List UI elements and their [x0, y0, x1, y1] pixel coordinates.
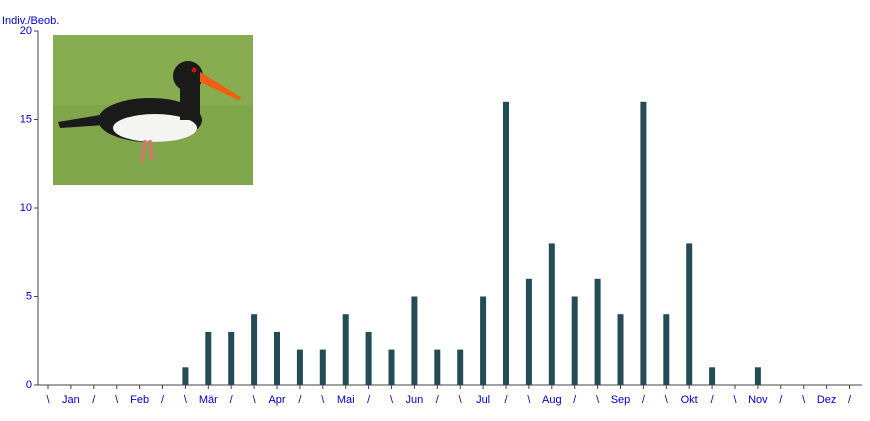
- x-tick-label: \: [184, 394, 188, 406]
- x-tick-label: /: [779, 394, 783, 406]
- bar: [342, 314, 349, 385]
- x-tick-label: /: [642, 394, 646, 406]
- bar: [228, 331, 235, 385]
- x-tick-label: \: [321, 394, 325, 406]
- x-tick-label: /: [298, 394, 302, 406]
- y-tick-label: 5: [26, 290, 32, 302]
- x-tick-label: /: [436, 394, 440, 406]
- x-tick-label: \: [596, 394, 600, 406]
- y-tick-label: 0: [26, 379, 32, 391]
- x-tick-label: \: [802, 394, 806, 406]
- x-tick-label: Aug: [542, 394, 562, 406]
- bar: [457, 349, 464, 385]
- x-tick-label: /: [161, 394, 165, 406]
- x-tick-label: Dez: [817, 394, 837, 406]
- bar: [594, 278, 601, 385]
- bar: [365, 331, 372, 385]
- x-tick-label: Feb: [130, 394, 149, 406]
- bar: [548, 243, 555, 385]
- bar: [686, 243, 693, 385]
- bar: [503, 101, 509, 386]
- x-tick-label: /: [711, 394, 715, 406]
- x-tick-label: \: [46, 394, 50, 406]
- bar: [388, 349, 395, 385]
- x-tick-label: \: [665, 394, 669, 406]
- bar: [251, 314, 258, 385]
- x-tick-label: \: [390, 394, 394, 406]
- x-tick-label: Nov: [748, 394, 768, 406]
- bar: [411, 296, 418, 385]
- bar: [754, 367, 761, 385]
- bar: [434, 349, 441, 385]
- bar: [319, 349, 326, 385]
- x-tick-label: /: [848, 394, 852, 406]
- bar: [571, 296, 578, 385]
- x-tick-label: /: [367, 394, 371, 406]
- bar: [480, 296, 487, 385]
- bar: [709, 367, 716, 385]
- x-tick-label: /: [504, 394, 508, 406]
- bar: [274, 331, 280, 385]
- y-tick-label: 20: [20, 25, 32, 37]
- x-tick-label: Sep: [611, 394, 631, 406]
- y-tick-label: 10: [20, 202, 32, 214]
- x-tick-label: \: [115, 394, 119, 406]
- bar: [205, 331, 212, 385]
- bar: [182, 367, 189, 385]
- bird-photo: [53, 35, 253, 185]
- bar: [640, 101, 647, 386]
- x-tick-label: Jul: [476, 394, 490, 406]
- bar: [617, 314, 624, 385]
- y-axis-label: Indiv./Beob.: [2, 15, 59, 27]
- bar: [525, 278, 532, 385]
- x-tick-label: Apr: [268, 394, 285, 406]
- x-tick-label: \: [527, 394, 531, 406]
- bar: [663, 314, 670, 385]
- x-tick-label: \: [733, 394, 737, 406]
- x-tick-label: /: [573, 394, 577, 406]
- x-tick-label: Mai: [337, 394, 355, 406]
- x-tick-label: Jun: [406, 394, 424, 406]
- x-tick-label: Jan: [62, 394, 80, 406]
- x-tick-label: /: [92, 394, 96, 406]
- x-tick-label: \: [459, 394, 463, 406]
- x-tick-label: /: [230, 394, 234, 406]
- bar: [296, 349, 303, 385]
- x-tick-label: Mär: [199, 394, 218, 406]
- y-tick-label: 15: [20, 113, 32, 125]
- x-tick-label: Okt: [681, 394, 698, 406]
- x-tick-label: \: [253, 394, 257, 406]
